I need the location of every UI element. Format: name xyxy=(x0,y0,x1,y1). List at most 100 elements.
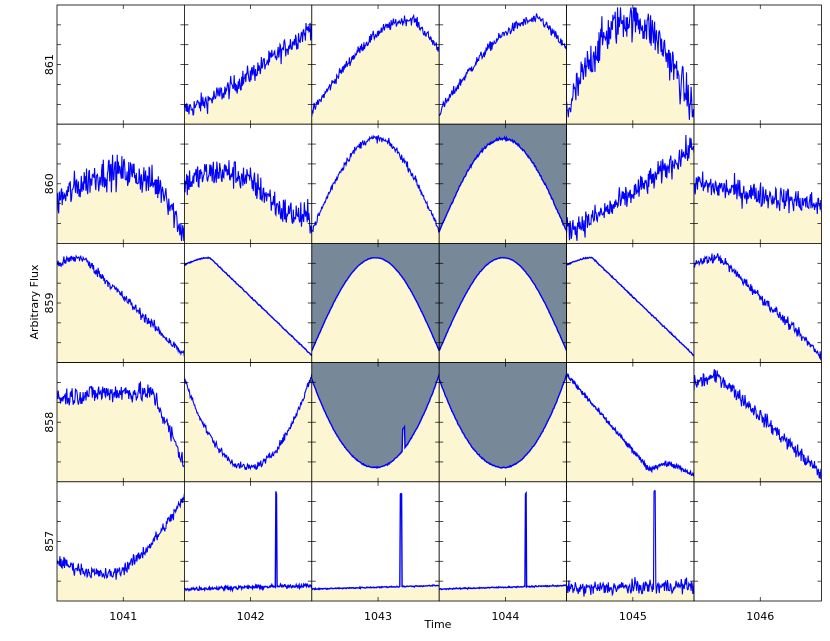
row-label-857: 857 xyxy=(43,531,56,552)
panel-ticks xyxy=(184,481,312,601)
flux-fill-area xyxy=(439,257,567,363)
x-axis-title: Time xyxy=(424,618,452,631)
panel-857-1045 xyxy=(566,481,695,602)
flux-fill-area xyxy=(57,381,185,482)
panel-ticks xyxy=(57,243,185,363)
panel-859-1044 xyxy=(438,242,568,363)
panel-ticks xyxy=(57,362,185,482)
panel-ticks xyxy=(439,124,567,244)
column-label-1044: 1044 xyxy=(491,610,519,623)
panel-ticks xyxy=(311,481,440,601)
panel-ticks xyxy=(184,5,312,125)
flux-line xyxy=(311,256,440,352)
flux-fill-area xyxy=(694,171,822,244)
column-label-1043: 1043 xyxy=(364,610,392,623)
panel-860-1046 xyxy=(693,123,822,244)
flux-fill-area xyxy=(57,493,185,601)
panel-857-1046 xyxy=(693,481,822,602)
flux-fill-area xyxy=(566,7,694,125)
flux-fill-area xyxy=(184,374,312,482)
panel-frame xyxy=(693,481,822,602)
panel-ticks xyxy=(566,5,694,125)
panel-860-1044 xyxy=(438,123,568,244)
panel-ticks xyxy=(566,243,694,363)
flux-line xyxy=(57,493,185,580)
panel-ticks xyxy=(566,362,694,482)
row-label-860: 860 xyxy=(43,173,56,194)
panel-859-1041 xyxy=(56,242,185,363)
flux-fill-area xyxy=(566,135,694,244)
panel-ticks xyxy=(566,481,694,601)
flux-fill-area xyxy=(566,257,694,363)
panel-ticks xyxy=(694,243,822,363)
panel-859-1046 xyxy=(693,242,822,363)
panel-858-1043 xyxy=(311,362,440,483)
flux-line xyxy=(57,254,185,357)
panel-frame xyxy=(693,4,822,125)
panel-860-1042 xyxy=(183,123,313,244)
column-tick-labels: 1041 1042 1043 1044 1045 1046 xyxy=(109,610,774,623)
flux-fill-area xyxy=(694,369,822,482)
flux-line xyxy=(694,171,822,215)
panel-ticks xyxy=(439,481,567,601)
flux-fill-area xyxy=(311,493,440,601)
flux-fill-area xyxy=(439,13,567,125)
column-label-1045: 1045 xyxy=(619,610,647,623)
panel-861-1043 xyxy=(311,4,440,125)
panel-857-1043 xyxy=(311,481,440,602)
flux-fill-area xyxy=(439,493,567,601)
flux-fill-area xyxy=(311,257,440,363)
panel-background xyxy=(439,481,567,601)
panel-860-1045 xyxy=(566,123,695,244)
panel-ticks xyxy=(57,124,185,244)
panel-ticks xyxy=(439,362,567,482)
flux-line xyxy=(311,373,440,469)
flux-line xyxy=(566,256,694,357)
flux-line xyxy=(694,369,822,480)
column-label-1042: 1042 xyxy=(237,610,265,623)
panel-861-1045 xyxy=(566,4,695,125)
panel-ticks xyxy=(57,481,185,601)
flux-line xyxy=(184,22,312,116)
flux-line xyxy=(566,490,694,597)
flux-line xyxy=(566,7,694,120)
panel-ticks xyxy=(311,124,440,244)
panel-ticks xyxy=(184,362,312,482)
panel-859-1045 xyxy=(566,242,695,363)
panel-ticks xyxy=(694,5,822,125)
flux-line xyxy=(439,135,567,233)
y-axis-title: Arbitrary Flux xyxy=(28,264,41,340)
panel-858-1045 xyxy=(566,362,695,483)
panel-ticks xyxy=(184,124,312,244)
panel-ticks xyxy=(439,243,567,363)
flux-fill-area xyxy=(184,257,312,363)
flux-line xyxy=(694,253,822,361)
panel-858-1046 xyxy=(693,362,822,483)
panel-857-1044 xyxy=(438,481,568,602)
panel-grid xyxy=(56,4,822,602)
flux-fill-area xyxy=(184,160,312,244)
panel-857-1042 xyxy=(183,481,313,602)
flux-line xyxy=(311,13,440,117)
flux-line xyxy=(439,491,567,591)
flux-line xyxy=(184,160,312,234)
panel-ticks xyxy=(439,5,567,125)
row-label-861: 861 xyxy=(43,54,56,75)
flux-fill-area xyxy=(311,374,440,482)
flux-line xyxy=(311,134,440,234)
flux-line xyxy=(566,134,694,241)
panel-858-1044 xyxy=(438,362,568,483)
flux-line xyxy=(311,492,440,591)
flux-line xyxy=(57,154,185,242)
panel-ticks xyxy=(311,243,440,363)
flux-line xyxy=(57,381,185,468)
panel-861-1044 xyxy=(438,4,568,125)
flux-fill-area xyxy=(439,373,567,482)
panel-861-1042 xyxy=(183,4,313,125)
flux-line xyxy=(184,491,312,593)
flux-line xyxy=(439,256,567,352)
flux-line xyxy=(566,372,694,477)
panel-859-1042 xyxy=(183,242,313,363)
panel-860-1043 xyxy=(311,123,440,244)
row-label-858: 858 xyxy=(43,412,56,433)
